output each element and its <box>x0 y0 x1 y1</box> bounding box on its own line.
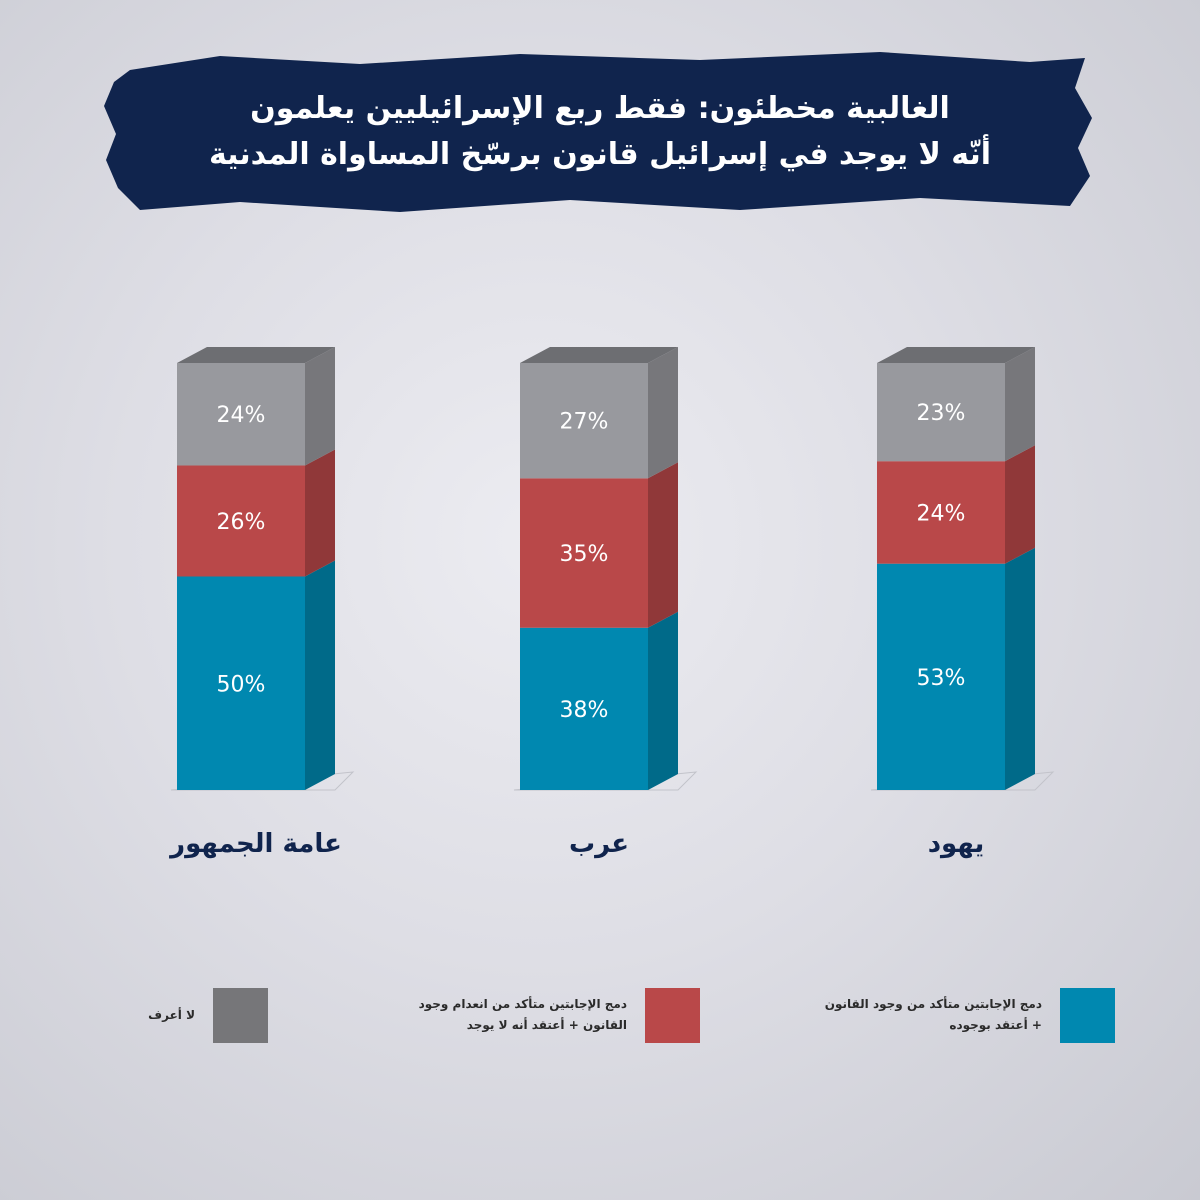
legend-swatch-gray <box>213 987 268 1043</box>
bar-segment <box>177 465 305 577</box>
category-label: عرب <box>569 829 629 859</box>
bar-value-label: 53% <box>917 666 966 691</box>
title-line-1: الغالبية مخطئون: فقط ربع الإسرائيليين يع… <box>250 91 950 126</box>
bar-top-face <box>177 347 335 363</box>
legend-swatch-blue <box>1060 987 1115 1043</box>
bar-value-label: 26% <box>217 510 266 535</box>
bar-side-face <box>1005 547 1035 790</box>
bar-value-label: 23% <box>917 401 966 426</box>
legend-item-dont-know: لا أعرف <box>110 985 268 1045</box>
bar-value-label: 27% <box>560 410 609 435</box>
legend-label: لا أعرف <box>148 1005 195 1026</box>
bar-side-face <box>648 462 678 628</box>
bar-value-label: 50% <box>217 672 266 697</box>
legend-label-line1: دمج الإجابتين متأكد من وجود القانون <box>824 997 1042 1011</box>
bar-top-face <box>877 347 1035 363</box>
chart-title: الغالبية مخطئون: فقط ربع الإسرائيليين يع… <box>100 86 1100 178</box>
bar-side-face <box>1005 347 1035 462</box>
bar-value-label: 24% <box>917 501 966 526</box>
bar-side-face <box>305 347 335 466</box>
bar-segment <box>520 478 648 628</box>
bar-side-face <box>1005 445 1035 564</box>
bar-segment <box>877 563 1005 790</box>
legend-label-line1: دمج الإجابتين متأكد من انعدام وجود <box>418 997 627 1011</box>
bar-segment <box>877 461 1005 564</box>
title-line-2: أنّه لا يوجد في إسرائيل قانون برسّخ المس… <box>208 137 992 172</box>
brush-stroke-background <box>104 52 1092 212</box>
legend-label-line1: لا أعرف <box>148 1007 195 1022</box>
bar-segment <box>520 627 648 790</box>
legend-label: دمج الإجابتين متأكد من وجود القانون + أع… <box>825 994 1042 1036</box>
bar-top-face <box>520 347 678 363</box>
legend-label-line2: القانون + أعتقد أنه لا يوجد <box>466 1018 627 1032</box>
bar-side-face <box>648 347 678 479</box>
category-label: عامة الجمهور <box>168 829 342 859</box>
bar-segment <box>177 576 305 790</box>
bar-side-face <box>648 611 678 790</box>
bar-segment <box>177 363 305 466</box>
title-banner: الغالبية مخطئون: فقط ربع الإسرائيليين يع… <box>100 48 1100 218</box>
legend-swatch-red <box>645 987 700 1043</box>
bar-value-label: 35% <box>560 542 609 567</box>
legend-item-no-law: دمج الإجابتين متأكد من انعدام وجود القان… <box>340 985 700 1045</box>
legend-item-confirmed-law: دمج الإجابتين متأكد من وجود القانون + أع… <box>740 985 1115 1045</box>
bar-side-face <box>305 560 335 790</box>
category-label: يهود <box>928 829 985 859</box>
legend-label-line2: + أعتقد بوجوده <box>949 1018 1042 1032</box>
legend-label: دمج الإجابتين متأكد من انعدام وجود القان… <box>419 994 627 1036</box>
bar-value-label: 38% <box>560 698 609 723</box>
bar-value-label: 24% <box>217 403 266 428</box>
bar-side-face <box>305 449 335 577</box>
bar-segment <box>877 363 1005 462</box>
bar-segment <box>520 363 648 479</box>
